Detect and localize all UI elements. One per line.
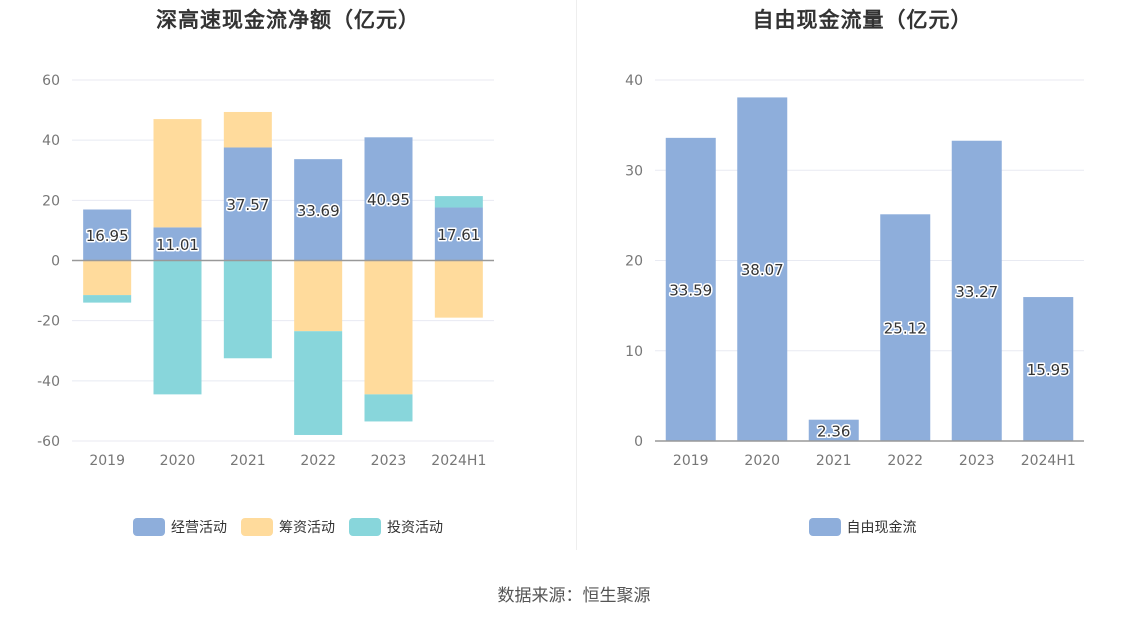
y-tick-label: 40 — [625, 73, 643, 89]
legend-item-financing[interactable]: 筹资活动 — [241, 517, 335, 537]
legend-swatch-financing — [241, 518, 273, 536]
bar-primary — [737, 97, 788, 442]
cashflow-chart-title: 深高速现金流净额（亿元） — [156, 8, 420, 32]
y-tick-label: 20 — [42, 193, 60, 209]
x-tick-label: 2022 — [300, 453, 336, 469]
free-cashflow-legend: 自由现金流 — [577, 517, 1148, 537]
bar-value-label: 17.61 — [437, 226, 480, 244]
bar-value-label: 2.36 — [817, 422, 850, 440]
bar-series-2 — [294, 331, 343, 435]
bar-primary — [951, 140, 1002, 441]
data-source-note: 数据来源：恒生聚源 — [497, 586, 651, 606]
legend-label-operating: 经营活动 — [171, 520, 227, 536]
bar-series-2 — [364, 394, 413, 422]
bar-series-2 — [223, 260, 272, 359]
legend-label-free-cashflow: 自由现金流 — [846, 520, 917, 536]
x-tick-label: 2024H1 — [1021, 453, 1076, 469]
x-tick-label: 2020 — [744, 453, 780, 469]
y-tick-label: 60 — [42, 73, 60, 89]
legend-swatch-investing — [349, 518, 381, 536]
bar-series-2 — [153, 260, 202, 395]
y-tick-label: -40 — [37, 374, 60, 390]
cashflow-stacked-bar-chart: 60 40 20 0 -20 -40 -60 2019 2020 2021 2022 2023 2024… — [37, 73, 494, 469]
bar-value-label: 33.27 — [955, 283, 998, 301]
bar-series-1 — [434, 260, 483, 318]
legend-item-operating[interactable]: 经营活动 — [133, 517, 227, 537]
legend-label-financing: 筹资活动 — [279, 520, 335, 536]
bar-series-1 — [294, 260, 343, 332]
x-tick-label: 2021 — [230, 453, 266, 469]
bar-primary — [434, 207, 483, 261]
bar-value-label: 37.57 — [226, 196, 269, 214]
bar-series-1 — [364, 260, 413, 395]
bar-value-label: 33.59 — [669, 281, 712, 299]
y-tick-label: 10 — [625, 344, 643, 360]
bar-series-1 — [153, 119, 202, 228]
x-tick-label: 2019 — [89, 453, 125, 469]
bar-value-label: 25.12 — [884, 320, 927, 338]
bar-series-2 — [83, 295, 132, 303]
x-tick-label: 2021 — [816, 453, 852, 469]
y-tick-label: -20 — [37, 314, 60, 330]
y-tick-label: 40 — [42, 133, 60, 149]
legend-label-investing: 投资活动 — [387, 520, 443, 536]
cashflow-chart-panel: 深高速现金流净额（亿元） 60 40 20 0 -20 -40 -60 2019 2020 202… — [0, 0, 576, 560]
bar-primary — [223, 147, 272, 261]
free-cashflow-chart-panel: 自由现金流量（亿元） 40 30 20 10 0 2019 2020 2021 2022 2023… — [577, 0, 1148, 560]
bar-value-label: 38.07 — [741, 261, 784, 279]
bar-primary — [294, 159, 343, 261]
bar-primary — [83, 209, 132, 261]
x-tick-label: 2023 — [959, 453, 995, 469]
bar-series-2 — [434, 196, 483, 208]
bar-primary — [153, 227, 202, 261]
bar-primary — [880, 214, 931, 441]
cashflow-legend: 经营活动 筹资活动 投资活动 — [0, 517, 576, 537]
bar-series-1 — [83, 260, 132, 296]
bar-primary — [1023, 297, 1074, 441]
y-tick-label: -60 — [37, 434, 60, 450]
bar-value-label: 11.01 — [156, 236, 199, 254]
bar-series-1 — [223, 111, 272, 148]
y-tick-label: 30 — [625, 163, 643, 179]
legend-swatch-operating — [133, 518, 165, 536]
free-cashflow-bar-chart: 40 30 20 10 0 2019 2020 2021 2022 2023 2024H1 33.59… — [625, 73, 1084, 469]
legend-item-free-cashflow[interactable]: 自由现金流 — [808, 517, 917, 537]
x-tick-label: 2024H1 — [431, 453, 486, 469]
panel-divider — [576, 0, 577, 550]
bar-primary — [808, 419, 859, 441]
x-tick-label: 2020 — [160, 453, 196, 469]
x-tick-label: 2023 — [371, 453, 407, 469]
x-tick-label: 2019 — [673, 453, 709, 469]
y-tick-label: 0 — [51, 254, 60, 270]
x-tick-label: 2022 — [887, 453, 923, 469]
bar-primary — [665, 137, 716, 441]
bar-value-label: 33.69 — [297, 202, 340, 220]
legend-item-investing[interactable]: 投资活动 — [349, 517, 443, 537]
free-cashflow-chart-title: 自由现金流量（亿元） — [752, 8, 973, 32]
bar-value-label: 16.95 — [86, 227, 129, 245]
y-tick-label: 0 — [634, 434, 643, 450]
bar-value-label: 15.95 — [1027, 361, 1070, 379]
legend-swatch-free-cashflow — [808, 518, 841, 536]
y-tick-label: 20 — [625, 254, 643, 270]
bar-primary — [364, 137, 413, 261]
bar-value-label: 40.95 — [367, 191, 410, 209]
